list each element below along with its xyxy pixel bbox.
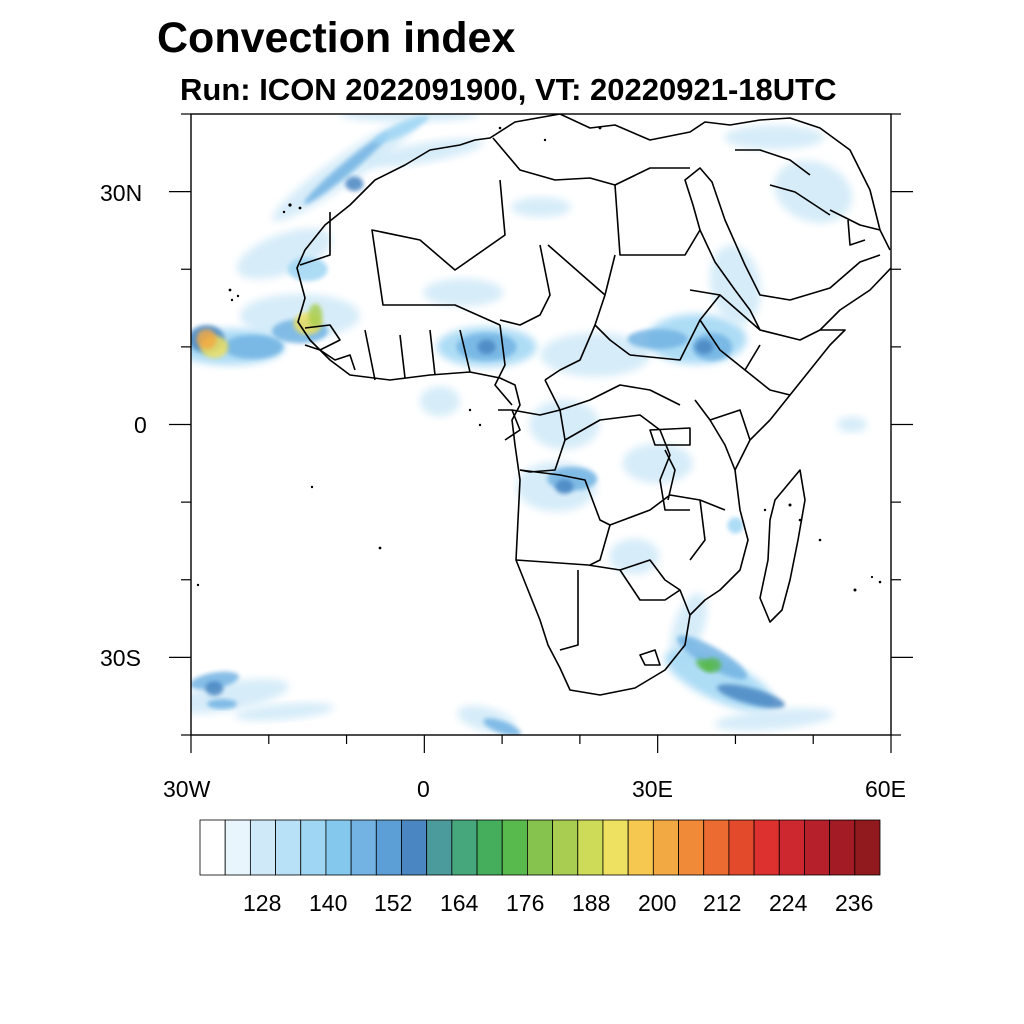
colorbar-cell <box>804 819 831 876</box>
convection-cell <box>191 671 239 690</box>
colorbar-cell <box>375 819 402 876</box>
convection-cell <box>234 702 335 721</box>
convection-cell <box>622 443 693 484</box>
lon-label-0: 0 <box>417 776 430 802</box>
colorbar-cell <box>199 819 226 876</box>
colorbar-cell <box>350 819 377 876</box>
convection-cell <box>477 339 496 355</box>
colorbar-cell <box>476 819 503 876</box>
convection-cell <box>627 329 688 350</box>
colorbar-cell <box>224 819 251 876</box>
colorbar-label: 164 <box>440 890 479 916</box>
convection-cell <box>724 125 825 150</box>
colorbar-cell <box>829 819 856 876</box>
convection-cell <box>696 658 713 672</box>
colorbar-cell <box>501 819 528 876</box>
convection-cell <box>419 386 460 417</box>
lat-label-30s: 30S <box>100 645 141 671</box>
convection-cell <box>304 132 389 204</box>
convection-cell <box>555 479 574 494</box>
colorbar-label: 200 <box>638 890 677 916</box>
colorbar-label: 128 <box>243 890 282 916</box>
colorbar-label: 188 <box>572 890 611 916</box>
convection-cell <box>223 334 284 359</box>
lat-label-0: 0 <box>134 412 147 438</box>
coastlines <box>296 114 891 696</box>
colorbar-label: 152 <box>374 890 413 916</box>
convection-cell <box>287 257 328 282</box>
colorbar-cell <box>527 819 553 876</box>
colorbar <box>199 819 881 876</box>
colorbar-cell <box>300 819 327 876</box>
convection-cell <box>207 698 238 709</box>
convection-cell <box>714 708 835 731</box>
convection-cell <box>483 718 522 735</box>
colorbar-label: 224 <box>769 890 808 916</box>
islands <box>196 126 882 592</box>
axis-ticks <box>169 113 913 753</box>
lon-label-30w: 30W <box>163 776 211 802</box>
colorbar-cell <box>249 819 276 876</box>
colorbar-cell <box>728 819 755 876</box>
convection-cell <box>205 681 224 696</box>
convection-cell <box>338 114 479 122</box>
convection-cell <box>345 176 364 192</box>
convection-cell <box>191 678 290 714</box>
convection-cell <box>308 303 323 328</box>
convection-cell <box>837 416 868 433</box>
colorbar-cell <box>577 819 604 876</box>
lon-label-30e: 30E <box>632 776 673 802</box>
colorbar-cell <box>552 819 579 876</box>
colorbar-label: 176 <box>506 890 545 916</box>
colorbar-cell <box>778 819 805 876</box>
colorbar-cell <box>652 819 679 876</box>
colorbar-cell <box>426 819 453 876</box>
colorbar-cell <box>703 819 730 876</box>
convection-cell <box>373 115 429 144</box>
colorbar-cell <box>627 819 654 876</box>
colorbar-cell <box>602 819 629 876</box>
convection-cell <box>609 538 660 575</box>
convection-cell <box>423 278 504 307</box>
convection-field <box>191 114 868 735</box>
colorbar-cell <box>401 819 428 876</box>
chart-title: Convection index <box>157 14 516 62</box>
lon-label-60e: 60E <box>865 776 906 802</box>
convection-cell <box>709 245 762 325</box>
colorbar-cell <box>325 819 352 876</box>
convection-cell <box>717 684 785 709</box>
colorbar-cell <box>854 819 881 876</box>
convection-cell <box>236 228 332 280</box>
lat-label-30n: 30N <box>100 180 143 206</box>
colorbar-cell <box>753 819 780 876</box>
convection-cell <box>677 635 748 680</box>
convection-cell <box>511 197 571 218</box>
convection-cell <box>529 399 600 450</box>
colorbar-label: 212 <box>703 890 742 916</box>
colorbar-cell <box>451 819 478 876</box>
convection-cell <box>695 339 714 355</box>
colorbar-cell <box>275 819 302 876</box>
chart-subtitle: Run: ICON 2022091900, VT: 20220921-18UTC <box>180 72 837 107</box>
convection-cell <box>727 517 744 534</box>
convection-cell <box>196 329 217 350</box>
colorbar-label: 140 <box>309 890 348 916</box>
colorbar-label: 236 <box>835 890 874 916</box>
convection-cell <box>774 160 853 223</box>
colorbar-cell <box>678 819 705 876</box>
